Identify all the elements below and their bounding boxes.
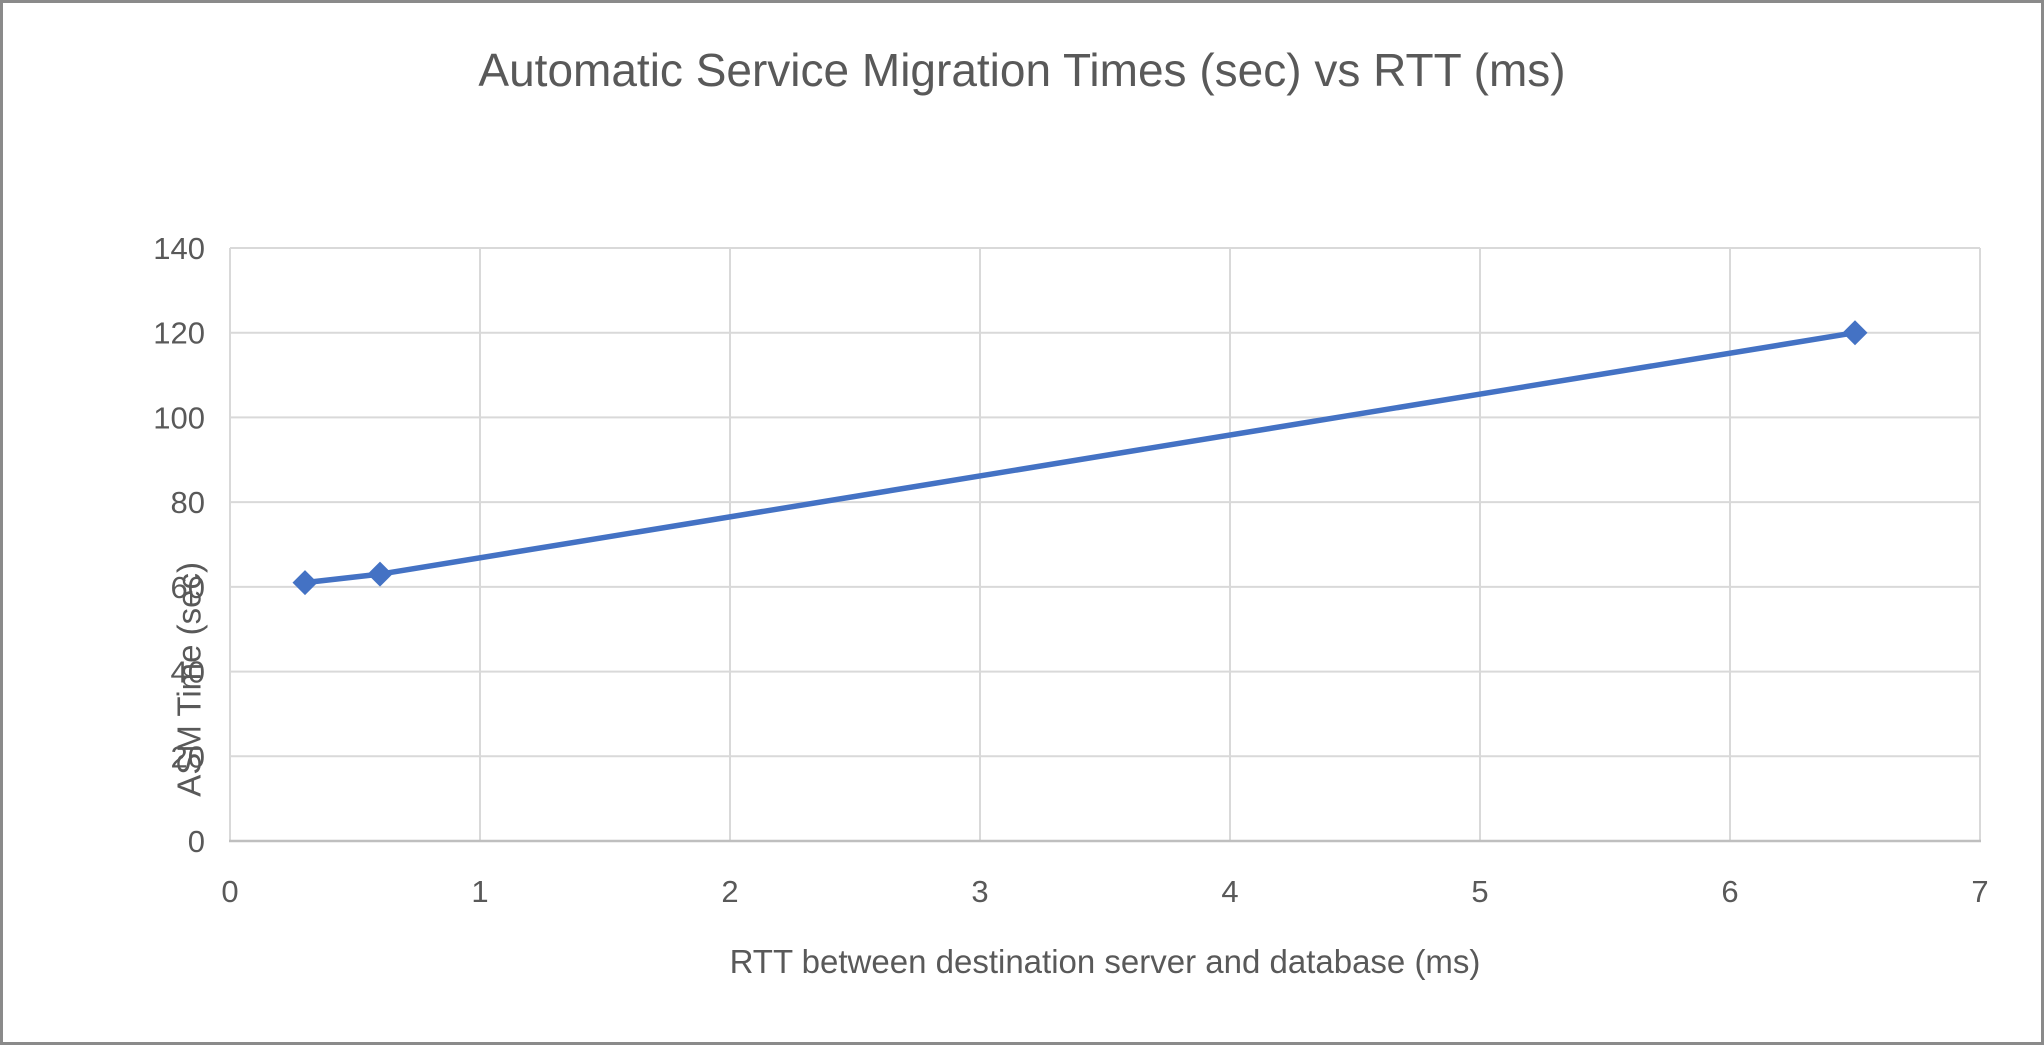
data-point-marker[interactable] — [1842, 320, 1868, 346]
series-line[interactable] — [302, 329, 1858, 586]
x-tick-label: 7 — [1971, 874, 1988, 909]
x-tick-label: 1 — [471, 874, 488, 909]
y-tick-label: 0 — [188, 824, 205, 859]
x-tick-label: 0 — [221, 874, 238, 909]
chart-title: Automatic Service Migration Times (sec) … — [478, 44, 1566, 96]
plot-area: 0 20 40 60 80 100 120 140 0 1 2 3 4 5 6 7 — [153, 231, 1988, 909]
y-tick-label: 60 — [171, 570, 205, 605]
x-tick-label: 3 — [971, 874, 988, 909]
y-tick-label: 100 — [153, 400, 205, 435]
y-tick-label: 140 — [153, 231, 205, 266]
data-point-marker[interactable] — [367, 561, 393, 587]
y-tick-label: 40 — [171, 655, 205, 690]
x-tick-label: 4 — [1221, 874, 1238, 909]
x-tick-label: 5 — [1471, 874, 1488, 909]
x-tick-label: 6 — [1721, 874, 1738, 909]
x-tick-label: 2 — [721, 874, 738, 909]
x-axis-title: RTT between destination server and datab… — [729, 943, 1481, 980]
y-tick-label: 120 — [153, 316, 205, 351]
y-tick-label: 80 — [171, 485, 205, 520]
y-tick-label: 20 — [171, 739, 205, 774]
data-point-marker[interactable] — [292, 570, 318, 596]
